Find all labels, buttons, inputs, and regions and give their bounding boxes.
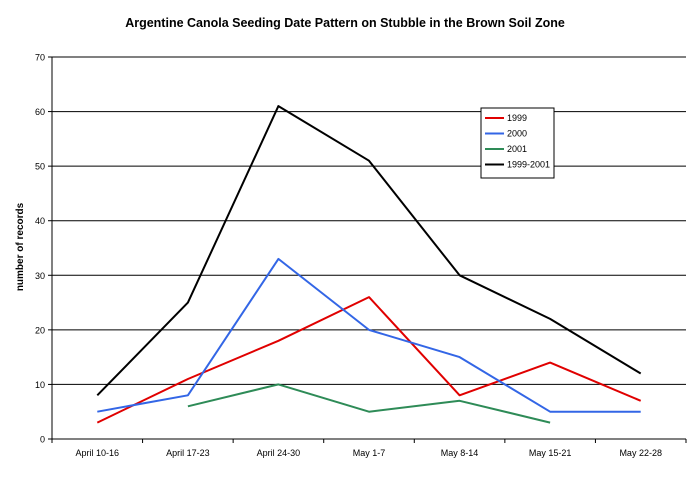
series-lines — [96, 105, 642, 424]
y-tick-label: 20 — [35, 325, 45, 335]
series-line-1999-2001 — [96, 105, 642, 396]
chart-title: Argentine Canola Seeding Date Pattern on… — [125, 16, 565, 30]
series-line-2000 — [97, 257, 641, 413]
series-line-2001 — [187, 383, 551, 424]
x-tick-label: May 15-21 — [529, 448, 572, 458]
x-tick-label: May 22-28 — [619, 448, 662, 458]
legend-label: 1999-2001 — [507, 160, 550, 170]
y-axis-label: number of records — [15, 202, 26, 291]
legend-label: 2000 — [507, 129, 527, 139]
x-tick-label: May 1-7 — [353, 448, 386, 458]
x-tick-label: April 17-23 — [166, 448, 210, 458]
axes: 0 10 20 30 40 50 60 70 April 10-16 April 17-23 Apr… — [35, 53, 687, 458]
x-tick-label: April 24-30 — [257, 448, 301, 458]
gridlines — [52, 56, 686, 385]
legend: 1999 2000 2001 1999-2001 — [480, 107, 555, 179]
x-tick-label: April 10-16 — [76, 448, 120, 458]
y-tick-label: 30 — [35, 271, 45, 281]
legend-box — [480, 107, 555, 179]
y-tick-label: 10 — [35, 380, 45, 390]
legend-label: 2001 — [507, 144, 527, 154]
y-tick-label: 70 — [35, 53, 45, 63]
y-tick-label: 0 — [40, 435, 45, 445]
y-tick-label: 50 — [35, 162, 45, 172]
y-tick-label: 40 — [35, 216, 45, 226]
legend-label: 1999 — [507, 113, 527, 123]
y-tick-label: 60 — [35, 107, 45, 117]
series-line-1999 — [96, 296, 642, 424]
x-tick-label: May 8-14 — [441, 448, 479, 458]
